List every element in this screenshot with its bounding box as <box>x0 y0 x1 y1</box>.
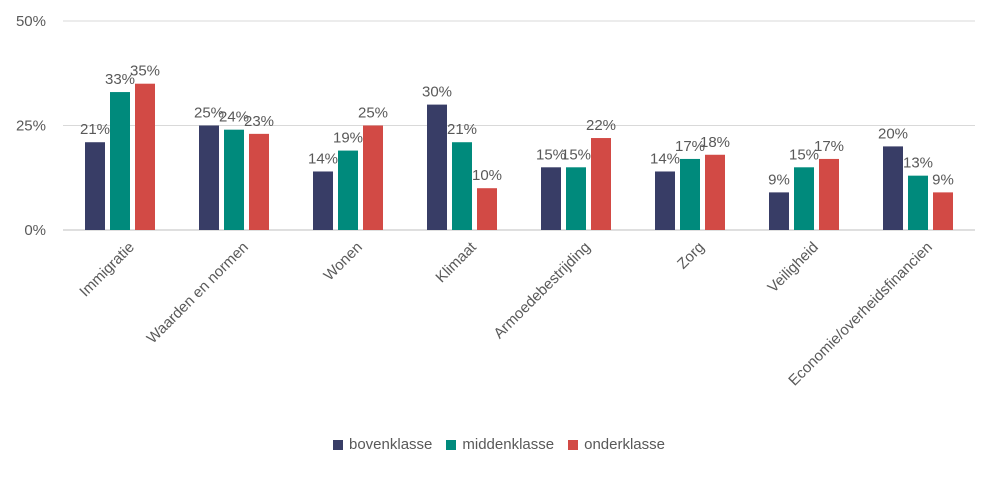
legend-swatch <box>333 439 343 450</box>
data-label: 35% <box>130 63 160 80</box>
bar-middenklasse <box>338 150 358 230</box>
data-label: 10% <box>472 167 502 184</box>
data-label: 18% <box>700 134 730 151</box>
bar-onderklasse <box>591 138 611 230</box>
data-label: 19% <box>333 130 363 147</box>
data-label: 25% <box>358 105 388 122</box>
bar-onderklasse <box>933 192 953 230</box>
data-label: 30% <box>422 84 452 101</box>
bar-onderklasse <box>477 188 497 230</box>
legend-label: onderklasse <box>584 436 665 453</box>
data-label: 15% <box>536 146 566 163</box>
legend-label: middenklasse <box>462 436 555 453</box>
data-label: 17% <box>675 138 705 155</box>
data-label: 21% <box>447 121 477 138</box>
y-tick-label: 25% <box>16 118 46 135</box>
x-tick-label: Zorg <box>674 239 708 273</box>
x-tick-label: Veiligheid <box>764 239 821 296</box>
data-label: 15% <box>789 146 819 163</box>
bar-bovenklasse <box>883 146 903 230</box>
bar-middenklasse <box>908 175 928 230</box>
legend-item-onderklasse: onderklasse <box>568 436 665 453</box>
bar-bovenklasse <box>427 104 447 230</box>
legend-label: bovenklasse <box>349 436 433 453</box>
bar-middenklasse <box>224 129 244 230</box>
x-tick-label: Klimaat <box>432 238 480 286</box>
bar-onderklasse <box>819 158 839 230</box>
data-label: 21% <box>80 121 110 138</box>
y-tick-label: 50% <box>16 13 46 30</box>
x-tick-label: Armoedebestrijding <box>490 239 593 342</box>
data-label: 22% <box>586 117 616 134</box>
data-labels: 21%33%35%25%24%23%14%19%25%30%21%10%15%1… <box>80 63 954 189</box>
y-tick-label: 0% <box>24 222 46 239</box>
bar-bovenklasse <box>769 192 789 230</box>
bar-middenklasse <box>452 142 472 230</box>
bar-middenklasse <box>110 92 130 230</box>
bar-onderklasse <box>705 154 725 230</box>
bar-bovenklasse <box>313 171 333 230</box>
bar-middenklasse <box>680 158 700 230</box>
bar-onderklasse <box>135 83 155 230</box>
x-tick-label: Immigratie <box>76 239 138 301</box>
bar-bovenklasse <box>199 125 219 230</box>
data-label: 25% <box>194 105 224 122</box>
data-label: 20% <box>878 125 908 142</box>
legend-item-bovenklasse: bovenklasse <box>333 436 432 453</box>
y-axis: 0% 25% 50% <box>16 13 46 239</box>
x-axis: Immigratie Waarden en normen Wonen Klimaat A… <box>76 238 936 389</box>
bar-bovenklasse <box>541 167 561 230</box>
data-label: 23% <box>244 113 274 130</box>
legend: bovenklasse middenklasse onderklasse <box>0 436 998 453</box>
bar-bovenklasse <box>655 171 675 230</box>
data-label: 24% <box>219 109 249 126</box>
bar-middenklasse <box>794 167 814 230</box>
data-label: 9% <box>932 171 954 188</box>
data-label: 14% <box>650 150 680 167</box>
data-label: 33% <box>105 71 135 88</box>
bar-onderklasse <box>363 125 383 230</box>
bar-onderklasse <box>249 133 269 230</box>
legend-item-middenklasse: middenklasse <box>446 436 554 453</box>
bar-bovenklasse <box>85 142 105 230</box>
legend-swatch <box>568 439 579 450</box>
data-label: 15% <box>561 146 591 163</box>
data-label: 13% <box>903 155 933 172</box>
legend-swatch <box>446 439 457 450</box>
x-tick-label: Wonen <box>320 239 365 284</box>
bars <box>85 83 953 230</box>
data-label: 17% <box>814 138 844 155</box>
x-tick-label: Waarden en normen <box>144 239 252 347</box>
bar-middenklasse <box>566 167 586 230</box>
data-label: 14% <box>308 150 338 167</box>
data-label: 9% <box>768 171 790 188</box>
